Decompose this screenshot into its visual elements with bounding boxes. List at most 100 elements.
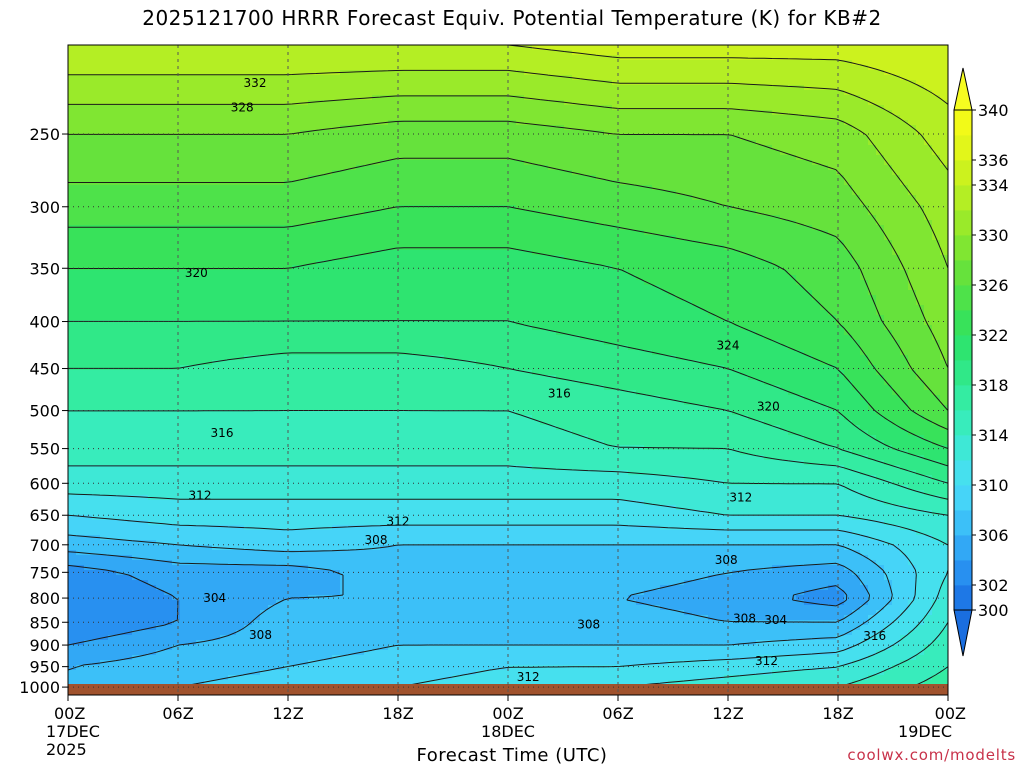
field-cell bbox=[340, 65, 349, 71]
field-cell bbox=[756, 180, 765, 186]
field-cell bbox=[700, 110, 709, 116]
field-cell bbox=[452, 130, 461, 136]
field-cell bbox=[500, 160, 509, 166]
field-cell bbox=[820, 85, 829, 91]
field-cell bbox=[92, 105, 101, 111]
field-cell bbox=[300, 50, 309, 56]
field-cell bbox=[812, 140, 821, 146]
field-cell bbox=[516, 235, 525, 241]
field-cell bbox=[252, 255, 261, 261]
field-cell bbox=[676, 135, 685, 141]
field-cell bbox=[172, 120, 181, 126]
field-cell bbox=[876, 255, 885, 261]
field-cell bbox=[844, 220, 853, 226]
field-cell bbox=[468, 95, 477, 101]
field-cell bbox=[580, 60, 589, 66]
field-cell bbox=[748, 205, 757, 211]
field-cell bbox=[940, 240, 948, 246]
field-cell bbox=[660, 260, 669, 266]
field-cell bbox=[204, 70, 213, 76]
field-cell bbox=[908, 140, 917, 146]
field-cell bbox=[180, 85, 189, 91]
field-cell bbox=[348, 265, 357, 271]
field-cell bbox=[412, 145, 421, 151]
field-cell bbox=[100, 130, 109, 136]
field-cell bbox=[300, 200, 309, 206]
field-cell bbox=[300, 140, 309, 146]
field-cell bbox=[260, 65, 269, 71]
field-cell bbox=[684, 160, 693, 166]
field-cell bbox=[732, 255, 741, 261]
field-cell bbox=[380, 70, 389, 76]
field-cell bbox=[492, 185, 501, 191]
field-cell bbox=[556, 65, 565, 71]
field-cell bbox=[324, 245, 333, 251]
field-cell bbox=[372, 145, 381, 151]
field-cell bbox=[340, 60, 349, 66]
field-cell bbox=[580, 110, 589, 116]
field-cell bbox=[796, 160, 805, 166]
field-cell bbox=[876, 190, 885, 196]
field-cell bbox=[692, 230, 701, 236]
field-cell bbox=[468, 165, 477, 171]
field-cell bbox=[180, 145, 189, 151]
field-cell bbox=[452, 140, 461, 146]
field-cell bbox=[396, 105, 405, 111]
field-cell bbox=[668, 200, 677, 206]
field-cell bbox=[596, 235, 605, 241]
field-cell bbox=[692, 170, 701, 176]
field-cell bbox=[308, 180, 317, 186]
field-cell bbox=[772, 45, 781, 51]
field-cell bbox=[140, 85, 149, 91]
field-cell bbox=[476, 70, 485, 76]
field-cell bbox=[668, 75, 677, 81]
field-cell bbox=[940, 265, 948, 271]
field-cell bbox=[244, 110, 253, 116]
field-cell bbox=[108, 70, 117, 76]
field-cell bbox=[908, 255, 917, 261]
field-cell bbox=[140, 45, 149, 51]
field-cell bbox=[428, 200, 437, 206]
field-cell bbox=[268, 145, 277, 151]
field-cell bbox=[92, 55, 101, 61]
field-cell bbox=[500, 55, 509, 61]
field-cell bbox=[324, 165, 333, 171]
field-cell bbox=[652, 110, 661, 116]
field-cell bbox=[804, 55, 813, 61]
field-cell bbox=[476, 215, 485, 221]
field-cell bbox=[356, 245, 365, 251]
field-cell bbox=[596, 100, 605, 106]
field-cell bbox=[100, 210, 109, 216]
field-cell bbox=[444, 80, 453, 86]
field-cell bbox=[788, 80, 797, 86]
field-cell bbox=[212, 185, 221, 191]
field-cell bbox=[596, 90, 605, 96]
field-cell bbox=[908, 95, 917, 101]
field-cell bbox=[620, 75, 629, 81]
field-cell bbox=[292, 85, 301, 91]
field-cell bbox=[876, 165, 885, 171]
field-cell bbox=[476, 90, 485, 96]
field-cell bbox=[388, 95, 397, 101]
field-cell bbox=[676, 265, 685, 271]
field-cell bbox=[148, 255, 157, 261]
field-cell bbox=[196, 160, 205, 166]
field-cell bbox=[372, 190, 381, 196]
field-cell bbox=[732, 215, 741, 221]
field-cell bbox=[868, 125, 877, 131]
field-cell bbox=[764, 105, 773, 111]
field-cell bbox=[596, 145, 605, 151]
field-cell bbox=[908, 150, 917, 156]
field-cell bbox=[84, 185, 93, 191]
field-cell bbox=[684, 155, 693, 161]
field-cell bbox=[516, 110, 525, 116]
field-cell bbox=[380, 85, 389, 91]
field-cell bbox=[76, 230, 85, 236]
field-cell bbox=[500, 50, 509, 56]
field-cell bbox=[676, 120, 685, 126]
field-cell bbox=[276, 70, 285, 76]
field-cell bbox=[268, 260, 277, 266]
field-cell bbox=[564, 185, 573, 191]
field-cell bbox=[188, 135, 197, 141]
field-cell bbox=[204, 150, 213, 156]
